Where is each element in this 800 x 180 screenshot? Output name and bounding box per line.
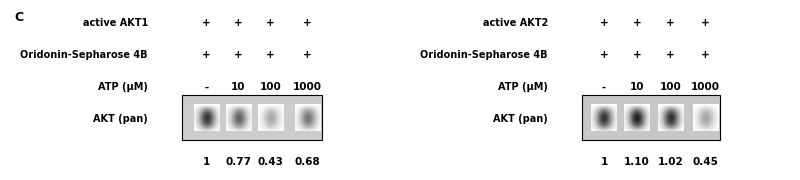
Text: +: + [633,50,641,60]
Text: active AKT2: active AKT2 [482,17,548,28]
Text: +: + [702,50,710,60]
Text: AKT (pan): AKT (pan) [94,114,148,124]
Text: 0.77: 0.77 [226,157,251,167]
Text: -: - [204,82,209,92]
Text: Oridonin-Sepharose 4B: Oridonin-Sepharose 4B [21,50,148,60]
Text: 1: 1 [202,157,210,167]
Text: 0.43: 0.43 [258,157,283,167]
Text: +: + [202,17,210,28]
Text: 1.02: 1.02 [658,157,683,167]
Text: +: + [234,17,242,28]
Text: 0.45: 0.45 [693,157,718,167]
Text: +: + [303,17,311,28]
Text: +: + [666,50,674,60]
Text: ATP (μM): ATP (μM) [498,82,548,92]
Text: 100: 100 [659,82,682,92]
Text: +: + [234,50,242,60]
Text: 1000: 1000 [293,82,322,92]
Text: 100: 100 [259,82,282,92]
Text: 0.68: 0.68 [294,157,320,167]
Text: +: + [266,17,274,28]
Text: ATP (μM): ATP (μM) [98,82,148,92]
Text: +: + [702,17,710,28]
Text: Oridonin-Sepharose 4B: Oridonin-Sepharose 4B [421,50,548,60]
Text: AKT (pan): AKT (pan) [494,114,548,124]
Text: C: C [14,11,23,24]
Text: +: + [666,17,674,28]
Text: +: + [303,50,311,60]
Bar [582,94,720,140]
Text: +: + [600,50,608,60]
Text: +: + [600,17,608,28]
Text: 1: 1 [600,157,608,167]
Text: +: + [266,50,274,60]
Text: active AKT1: active AKT1 [82,17,148,28]
Text: +: + [633,17,641,28]
Text: 1.10: 1.10 [624,157,650,167]
Text: +: + [202,50,210,60]
Bar [182,94,322,140]
Text: -: - [602,82,606,92]
Text: 1000: 1000 [691,82,720,92]
Text: 10: 10 [630,82,644,92]
Text: 10: 10 [231,82,246,92]
